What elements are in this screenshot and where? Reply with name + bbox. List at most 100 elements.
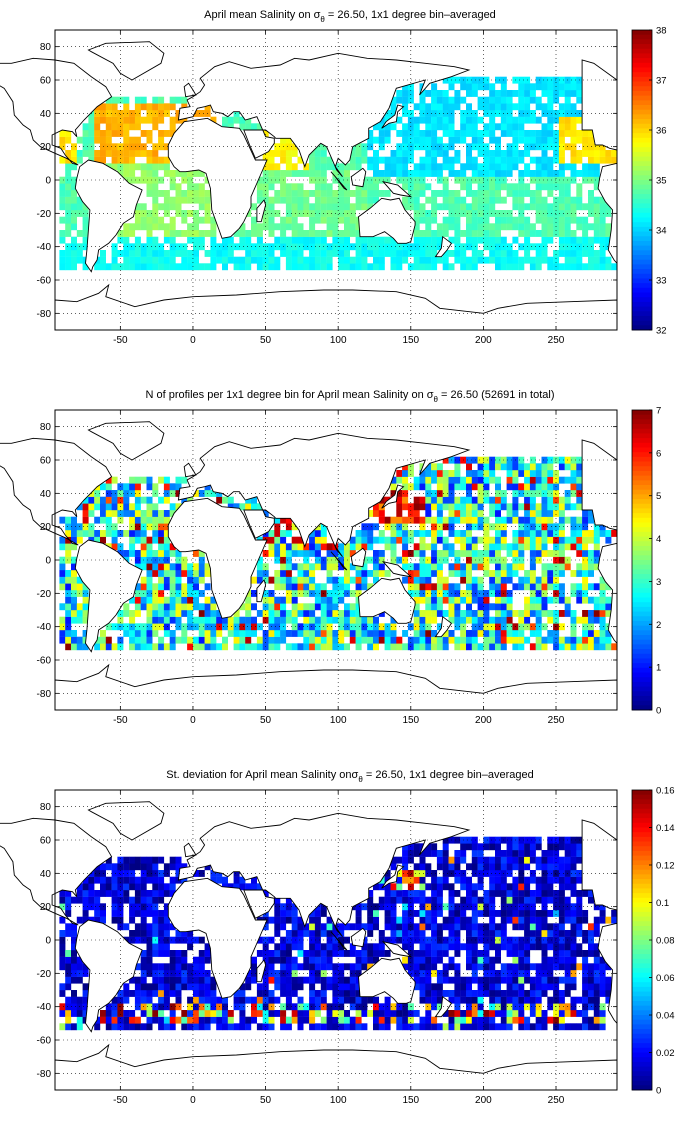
heatmap-cell bbox=[518, 197, 524, 204]
heatmap-cell bbox=[298, 263, 304, 270]
heatmap-cell bbox=[547, 637, 553, 644]
heatmap-cell bbox=[414, 890, 420, 897]
heatmap-cell bbox=[425, 1003, 431, 1010]
heatmap-cell bbox=[547, 77, 553, 84]
colorbar-segment bbox=[632, 311, 652, 316]
heatmap-cell bbox=[571, 217, 577, 224]
heatmap-cell bbox=[449, 1010, 455, 1017]
heatmap-cell bbox=[489, 583, 495, 590]
heatmap-cell bbox=[309, 930, 315, 937]
heatmap-cell bbox=[257, 990, 263, 997]
heatmap-cell bbox=[425, 643, 431, 650]
heatmap-cell bbox=[210, 223, 216, 230]
heatmap-cell bbox=[77, 890, 83, 897]
heatmap-cell bbox=[65, 643, 71, 650]
heatmap-cell bbox=[280, 157, 286, 164]
heatmap-cell bbox=[530, 157, 536, 164]
heatmap-cell bbox=[65, 597, 71, 604]
heatmap-cell bbox=[280, 990, 286, 997]
heatmap-cell bbox=[443, 97, 449, 104]
heatmap-cell bbox=[379, 237, 385, 244]
heatmap-cell bbox=[292, 610, 298, 617]
heatmap-cell bbox=[129, 523, 135, 530]
heatmap-cell bbox=[77, 137, 83, 144]
heatmap-cell bbox=[489, 550, 495, 557]
heatmap-cell bbox=[420, 630, 426, 637]
x-tick-label: 200 bbox=[475, 335, 492, 346]
heatmap-cell bbox=[414, 910, 420, 917]
heatmap-cell bbox=[222, 257, 228, 264]
heatmap-cell bbox=[396, 97, 402, 104]
heatmap-cell bbox=[344, 1017, 350, 1024]
heatmap-cell bbox=[518, 983, 524, 990]
heatmap-cell bbox=[466, 563, 472, 570]
heatmap-cell bbox=[181, 983, 187, 990]
heatmap-cell bbox=[507, 637, 513, 644]
heatmap-cell bbox=[437, 223, 443, 230]
heatmap-cell bbox=[483, 1017, 489, 1024]
heatmap-cell bbox=[600, 250, 606, 257]
heatmap-cell bbox=[571, 163, 577, 170]
heatmap-cell bbox=[559, 263, 565, 270]
heatmap-cell bbox=[420, 210, 426, 217]
heatmap-cell bbox=[379, 510, 385, 517]
heatmap-cell bbox=[437, 163, 443, 170]
heatmap-cell bbox=[501, 250, 507, 257]
heatmap-cell bbox=[257, 257, 263, 264]
heatmap-cell bbox=[269, 203, 275, 210]
heatmap-cell bbox=[443, 543, 449, 550]
heatmap-cell bbox=[269, 997, 275, 1004]
heatmap-cell bbox=[181, 1017, 187, 1024]
heatmap-cell bbox=[129, 637, 135, 644]
colorbar-tick-label: 32 bbox=[656, 326, 667, 337]
heatmap-cell bbox=[141, 1010, 147, 1017]
heatmap-cell bbox=[158, 530, 164, 537]
colorbar-segment bbox=[632, 523, 652, 528]
colorbar-tick-label: 5 bbox=[656, 491, 661, 502]
heatmap-cell bbox=[431, 930, 437, 937]
heatmap-cell bbox=[594, 930, 600, 937]
heatmap-cell bbox=[100, 1010, 106, 1017]
heatmap-cell bbox=[141, 637, 147, 644]
heatmap-cell bbox=[472, 110, 478, 117]
heatmap-cell bbox=[210, 997, 216, 1004]
heatmap-cell bbox=[483, 910, 489, 917]
heatmap-cell bbox=[274, 537, 280, 544]
heatmap-cell bbox=[187, 250, 193, 257]
heatmap-cell bbox=[536, 537, 542, 544]
heatmap-cell bbox=[141, 643, 147, 650]
heatmap-cell bbox=[600, 223, 606, 230]
profile-count-chart: N of profiles per 1x1 degree bin for Apr… bbox=[0, 380, 696, 760]
heatmap-cell bbox=[100, 630, 106, 637]
heatmap-cell bbox=[472, 963, 478, 970]
heatmap-cell bbox=[373, 157, 379, 164]
heatmap-cell bbox=[582, 550, 588, 557]
heatmap-cell bbox=[437, 983, 443, 990]
heatmap-cell bbox=[478, 910, 484, 917]
heatmap-cell bbox=[321, 170, 327, 177]
heatmap-cell bbox=[286, 910, 292, 917]
heatmap-cell bbox=[205, 1017, 211, 1024]
heatmap-cell bbox=[559, 550, 565, 557]
heatmap-cell bbox=[402, 957, 408, 964]
heatmap-cell bbox=[164, 477, 170, 484]
heatmap-cell bbox=[542, 923, 548, 930]
heatmap-cell bbox=[106, 890, 112, 897]
heatmap-cell bbox=[431, 963, 437, 970]
heatmap-cell bbox=[367, 630, 373, 637]
heatmap-cell bbox=[576, 963, 582, 970]
heatmap-cell bbox=[576, 157, 582, 164]
heatmap-cell bbox=[367, 537, 373, 544]
heatmap-cell bbox=[495, 497, 501, 504]
heatmap-cell bbox=[437, 97, 443, 104]
heatmap-cell bbox=[222, 117, 228, 124]
heatmap-cell bbox=[408, 930, 414, 937]
heatmap-cell bbox=[123, 883, 129, 890]
colorbar-segment bbox=[632, 232, 652, 237]
heatmap-cell bbox=[147, 890, 153, 897]
heatmap-cell bbox=[65, 163, 71, 170]
heatmap-cell bbox=[483, 930, 489, 937]
heatmap-cell bbox=[594, 583, 600, 590]
heatmap-cell bbox=[466, 603, 472, 610]
heatmap-cell bbox=[571, 250, 577, 257]
